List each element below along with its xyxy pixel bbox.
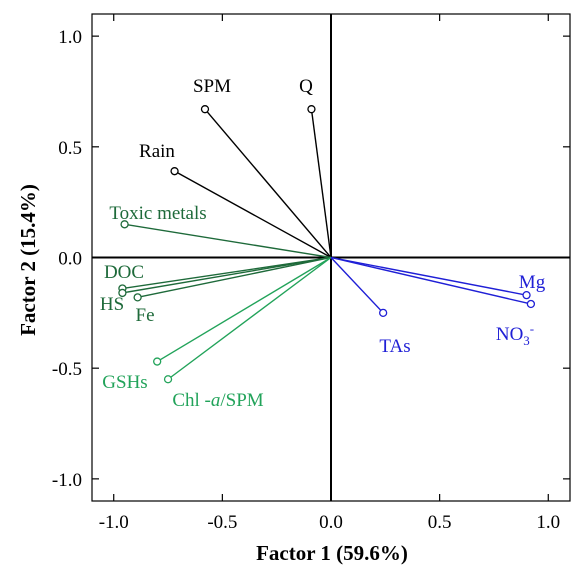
vector-line-tas — [330, 257, 384, 314]
y-tick-label: 0.0 — [58, 249, 82, 270]
x-tick-label: 0.5 — [428, 512, 452, 533]
vector-label-no3: NO3- — [496, 321, 534, 348]
y-tick-label: 0.5 — [58, 138, 82, 159]
vector-label-gshs: GSHs — [102, 372, 147, 393]
vector-point-hs — [118, 288, 127, 298]
vector-point-fe — [133, 293, 142, 302]
vector-label-chl-a-spm: Chl -a/SPM — [172, 390, 263, 411]
vector-line-chl-a-spm — [167, 256, 332, 380]
y-tick-label: 1.0 — [58, 27, 82, 48]
vector-line-doc — [122, 256, 332, 290]
x-tick-label: -1.0 — [99, 512, 129, 533]
vector-label-tas: TAs — [379, 336, 410, 357]
vector-line-rain — [174, 170, 332, 259]
vector-point-tas — [378, 308, 388, 317]
x-axis-title: Factor 1 (59.6%) — [256, 541, 408, 565]
vector-point-chl-a-spm — [163, 375, 173, 384]
vector-label-q: Q — [299, 76, 313, 97]
x-tick-label: 1.0 — [536, 512, 560, 533]
vector-label-toxic-metals: Toxic metals — [109, 203, 206, 224]
vector-point-mg — [522, 290, 531, 300]
x-tick-label: -0.5 — [207, 512, 237, 533]
vector-point-rain — [170, 167, 179, 176]
vector-label-mg: Mg — [519, 272, 546, 293]
y-tick-label: -0.5 — [52, 359, 82, 380]
x-tick-label: 0.0 — [319, 512, 343, 533]
vector-point-spm — [200, 105, 210, 114]
vector-point-toxic-metals — [120, 220, 129, 229]
vector-label-fe: Fe — [136, 305, 155, 326]
vector-line-gshs — [156, 256, 332, 363]
vector-line-mg — [330, 256, 527, 296]
vector-line-no3 — [330, 256, 532, 305]
axis-ticks: -1.0 -0.5 0.0 0.5 1.0 1.0 0.5 0.0 -0.5 -1.0 — [52, 14, 570, 533]
y-axis-title: Factor 2 (15.4%) — [16, 184, 40, 336]
vector-label-spm: SPM — [193, 76, 231, 97]
vector-label-doc: DOC — [104, 262, 144, 283]
vector-label-hs: HS — [100, 294, 124, 315]
vector-line-spm — [204, 108, 332, 258]
vector-line-hs — [122, 256, 332, 294]
vector-labels: SPM Q Rain Toxic metals DOC HS Fe GSHs Chl -a/SP… — [100, 76, 546, 411]
vector-line-toxic-metals — [124, 223, 332, 259]
vector-line-q — [310, 109, 332, 258]
vector-point-q — [307, 105, 316, 114]
vector-point-gshs — [153, 357, 162, 366]
vector-label-rain: Rain — [139, 141, 175, 162]
vector-line-fe — [137, 256, 332, 299]
vector-point-no3 — [526, 299, 536, 309]
loading-vectors — [118, 105, 536, 384]
y-tick-label: -1.0 — [52, 470, 82, 491]
